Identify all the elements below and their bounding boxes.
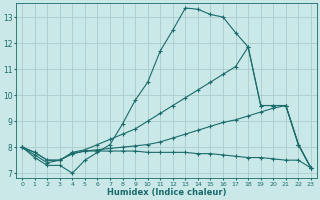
X-axis label: Humidex (Indice chaleur): Humidex (Indice chaleur) xyxy=(107,188,226,197)
